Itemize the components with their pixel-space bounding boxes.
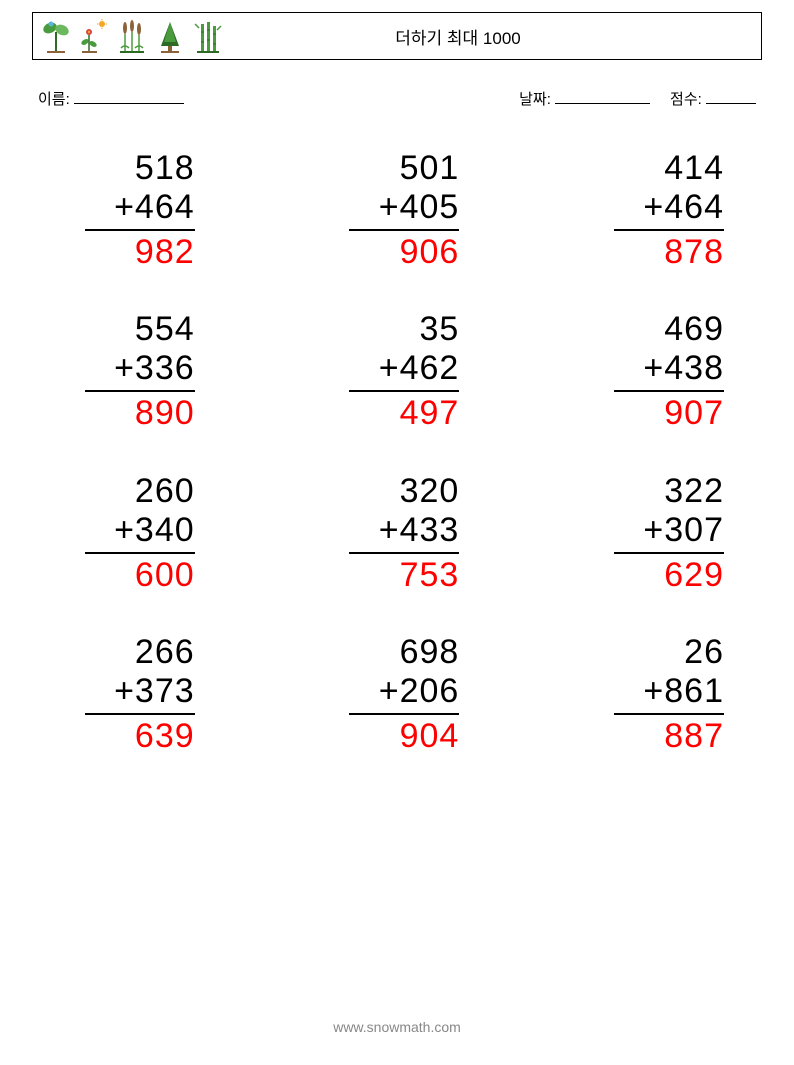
bamboo-icon — [193, 18, 223, 54]
operand-top: 35 — [349, 310, 459, 349]
sprout-icon — [41, 18, 71, 54]
date-label: 날짜: — [519, 91, 551, 108]
answer: 629 — [614, 554, 724, 595]
answer: 753 — [349, 554, 459, 595]
problem: 554+336890 — [40, 310, 225, 433]
answer: 497 — [349, 392, 459, 433]
answer: 639 — [85, 715, 195, 756]
operand-top: 518 — [85, 149, 195, 188]
operand-bottom: +462 — [349, 349, 459, 392]
problem: 501+405906 — [305, 149, 490, 272]
date-underline — [555, 90, 650, 104]
header-icons — [41, 18, 223, 54]
problem: 320+433753 — [305, 472, 490, 595]
operand-top: 322 — [614, 472, 724, 511]
operand-bottom: +307 — [614, 511, 724, 554]
operand-top: 260 — [85, 472, 195, 511]
operand-top: 501 — [349, 149, 459, 188]
operand-bottom: +340 — [85, 511, 195, 554]
operand-bottom: +438 — [614, 349, 724, 392]
reeds-icon — [117, 18, 147, 54]
problem: 414+464878 — [569, 149, 754, 272]
problem: 35+462497 — [305, 310, 490, 433]
answer: 904 — [349, 715, 459, 756]
operand-bottom: +405 — [349, 188, 459, 231]
problem: 518+464982 — [40, 149, 225, 272]
flower-sun-icon — [79, 18, 109, 54]
operand-bottom: +464 — [614, 188, 724, 231]
answer: 982 — [85, 231, 195, 272]
operand-top: 266 — [85, 633, 195, 672]
meta-row: 이름: 날짜: 점수: — [38, 88, 756, 109]
operand-bottom: +206 — [349, 672, 459, 715]
operand-top: 414 — [614, 149, 724, 188]
tree-icon — [155, 18, 185, 54]
problems-grid: 518+464982501+405906414+464878554+336890… — [40, 149, 754, 756]
problem: 322+307629 — [569, 472, 754, 595]
answer: 890 — [85, 392, 195, 433]
operand-top: 320 — [349, 472, 459, 511]
name-field: 이름: — [38, 88, 519, 109]
problem: 266+373639 — [40, 633, 225, 756]
score-field: 점수: — [670, 88, 756, 109]
header-box: 더하기 최대 1000 — [32, 12, 762, 60]
operand-top: 26 — [614, 633, 724, 672]
date-field: 날짜: — [519, 88, 650, 109]
name-underline — [74, 90, 184, 104]
problem: 698+206904 — [305, 633, 490, 756]
answer: 906 — [349, 231, 459, 272]
footer-url: www.snowmath.com — [0, 1019, 794, 1035]
operand-top: 469 — [614, 310, 724, 349]
operand-bottom: +464 — [85, 188, 195, 231]
operand-bottom: +336 — [85, 349, 195, 392]
answer: 887 — [614, 715, 724, 756]
problem: 469+438907 — [569, 310, 754, 433]
operand-bottom: +373 — [85, 672, 195, 715]
operand-bottom: +861 — [614, 672, 724, 715]
problem: 260+340600 — [40, 472, 225, 595]
problem: 26+861887 — [569, 633, 754, 756]
score-label: 점수: — [670, 91, 702, 108]
worksheet-title: 더하기 최대 1000 — [223, 24, 753, 49]
name-label: 이름: — [38, 91, 70, 108]
operand-top: 698 — [349, 633, 459, 672]
operand-top: 554 — [85, 310, 195, 349]
score-underline — [706, 90, 756, 104]
answer: 878 — [614, 231, 724, 272]
operand-bottom: +433 — [349, 511, 459, 554]
answer: 907 — [614, 392, 724, 433]
answer: 600 — [85, 554, 195, 595]
